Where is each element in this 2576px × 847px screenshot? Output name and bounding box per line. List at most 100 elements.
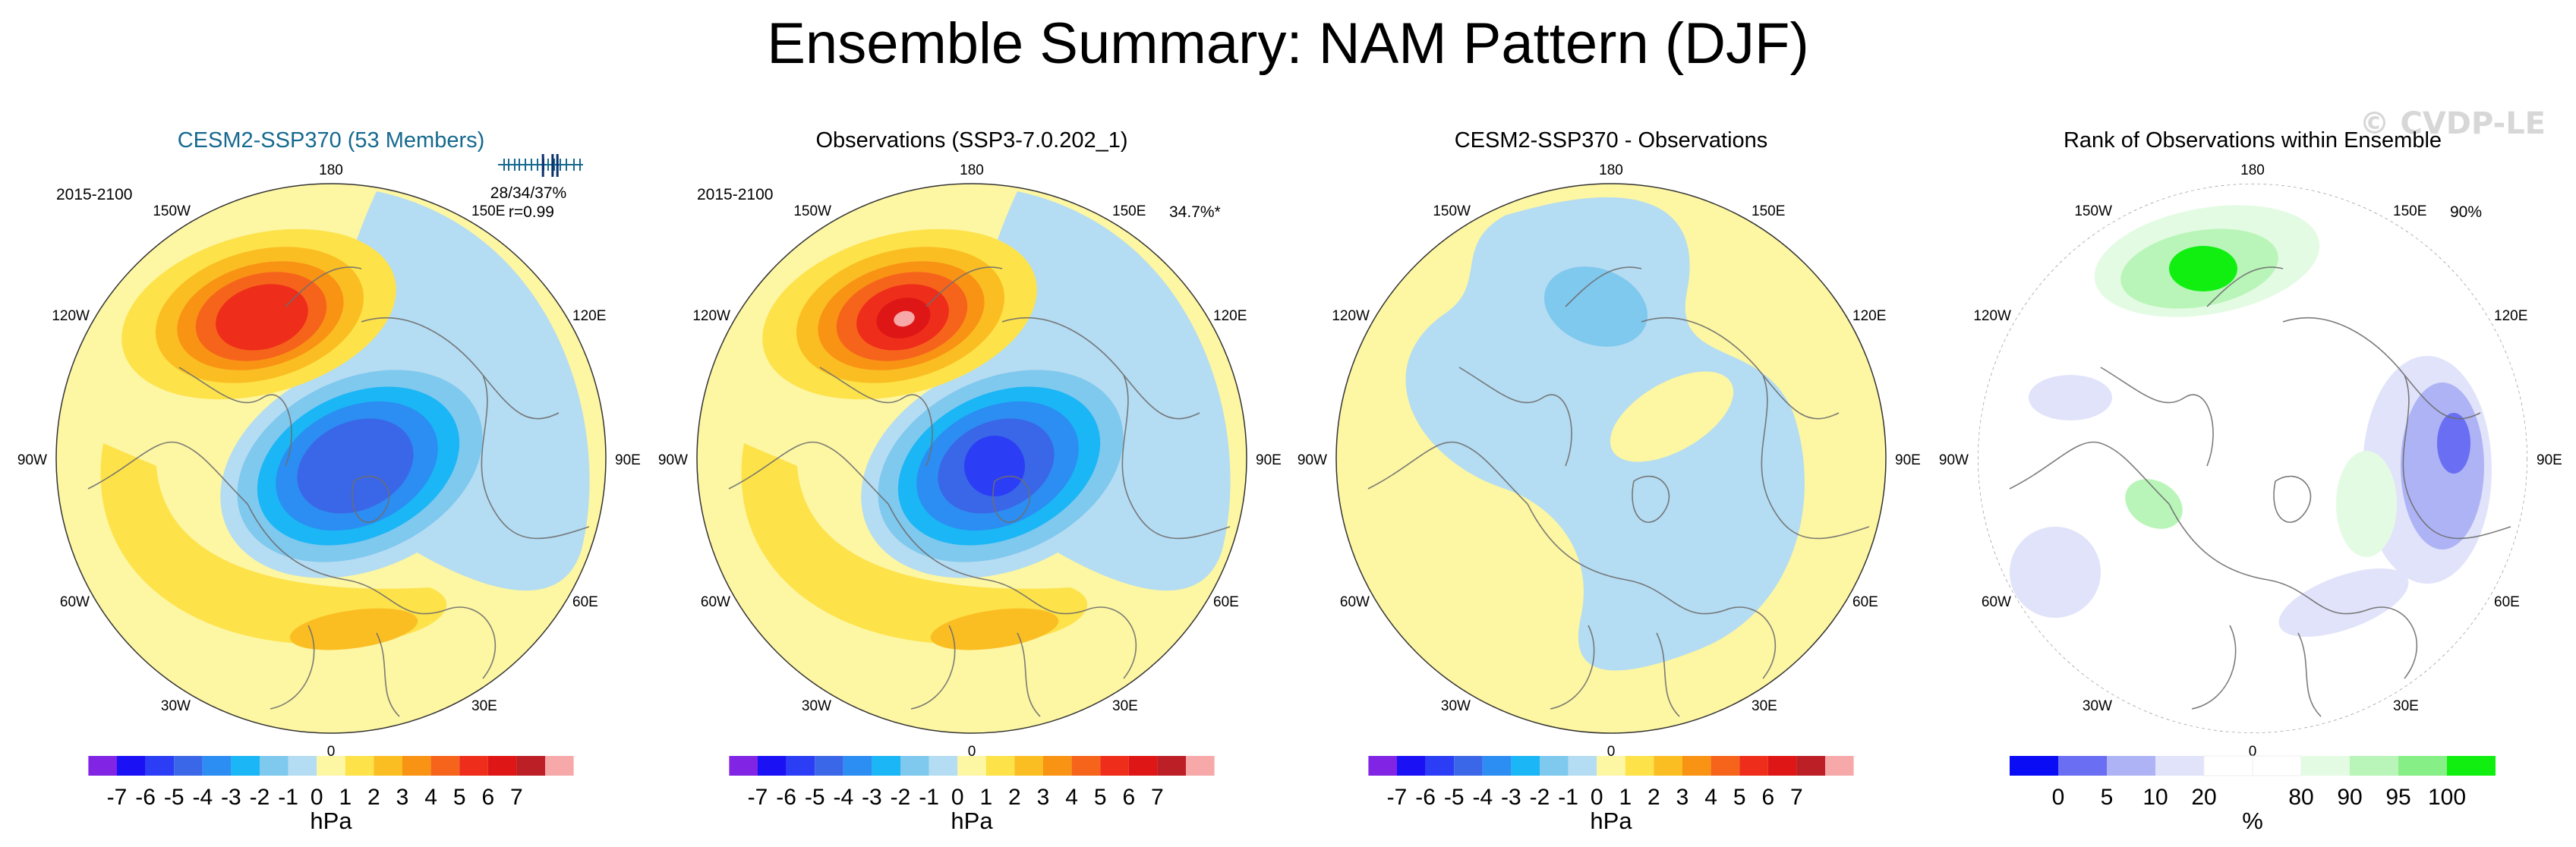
colorbar-tick-label: 100 — [2428, 785, 2466, 810]
colorbar-tick-label: -7 — [107, 785, 128, 810]
colorbar-swatch — [402, 756, 431, 776]
colorbar-swatch — [117, 756, 146, 776]
longitude-label-right: 90E — [615, 452, 641, 468]
coastline — [1632, 475, 1670, 523]
coastline — [2100, 367, 2214, 467]
coastline — [728, 441, 889, 505]
longitude-label-ll_outer: 60W — [1340, 594, 1370, 610]
coastline — [1121, 374, 1231, 540]
colorbar-tick-label: -7 — [748, 785, 768, 810]
coastline — [2297, 632, 2322, 717]
colorbar-swatch — [2447, 756, 2496, 776]
colorbar-swatch — [345, 756, 374, 776]
coastline — [87, 441, 248, 505]
longitude-label-lr_inner: 30E — [1751, 698, 1777, 714]
colorbar-tick-label: -4 — [192, 785, 213, 810]
longitude-label-left: 90W — [17, 452, 47, 468]
colorbar-tick-label: 2 — [1647, 785, 1660, 810]
coastline — [444, 606, 497, 679]
colorbar-tick-label: 1 — [979, 785, 992, 810]
longitude-label-lr_outer: 60E — [2494, 594, 2520, 610]
colorbar-swatch — [1540, 756, 1569, 776]
coastline — [2282, 317, 2481, 420]
coastline — [1641, 317, 1840, 420]
region-atlantic-high — [741, 443, 1088, 644]
longitude-label-bottom: 0 — [968, 744, 976, 760]
region-rank-low — [2010, 527, 2101, 618]
longitude-label-ur_outer: 150E — [471, 203, 505, 219]
colorbar-tick-label: -1 — [278, 785, 298, 810]
region-rank-high — [2336, 451, 2397, 557]
colorbar-swatch — [545, 756, 574, 776]
longitude-label-ul_outer: 150W — [2074, 203, 2112, 219]
colorbar-tick-label: 90 — [2337, 785, 2362, 810]
colorbar-swatch — [2301, 756, 2350, 776]
colorbar-tick-label: 6 — [1122, 785, 1135, 810]
colorbar-tick-label: -4 — [1472, 785, 1493, 810]
colorbar-swatch — [843, 756, 872, 776]
longitude-label-lr_inner: 30E — [471, 698, 497, 714]
figure-title: Ensemble Summary: NAM Pattern (DJF) — [767, 11, 1809, 76]
longitude-label-ur_inner: 120E — [572, 308, 606, 324]
longitude-label-ul_outer: 150W — [793, 203, 831, 219]
colorbar-swatch — [2252, 755, 2302, 776]
coastline — [247, 503, 446, 615]
region-rank-top — [2169, 246, 2237, 291]
colorbar-swatch — [1071, 756, 1101, 776]
longitude-label-right: 90E — [1895, 452, 1921, 468]
map-field — [1336, 184, 1886, 733]
colorbar-swatch — [2107, 756, 2155, 776]
coastline — [1458, 367, 1572, 467]
colorbar-swatch — [2010, 756, 2058, 776]
colorbar-swatch — [174, 756, 203, 776]
colorbar-tick-label: 2 — [367, 785, 380, 810]
longitude-label-bottom: 0 — [327, 744, 336, 760]
map-field — [1978, 184, 2527, 733]
colorbar-tick-label: 5 — [453, 785, 466, 810]
colorbar-tick-label: -5 — [164, 785, 184, 810]
colorbar-swatch — [317, 756, 345, 776]
region-mediterranean-high — [289, 608, 418, 650]
colorbar-swatch — [1625, 756, 1654, 776]
colorbar-swatch — [1711, 756, 1740, 776]
coastline — [1565, 266, 1642, 307]
coastline — [270, 625, 315, 710]
coastline — [992, 475, 1031, 523]
colorbar-swatch — [1454, 756, 1483, 776]
region-positive-difference — [1610, 371, 1734, 462]
colorbar-tick-label: 10 — [2142, 785, 2168, 810]
colorbar-tick-label: 0 — [1591, 785, 1603, 810]
colorbar-tick-label: 95 — [2385, 785, 2410, 810]
region-mediterranean-high — [930, 608, 1059, 650]
colorbar-tick-label: -2 — [1530, 785, 1550, 810]
coastline — [376, 632, 400, 717]
colorbar-swatch — [815, 756, 843, 776]
coastline — [285, 266, 362, 307]
colorbar-swatch — [1157, 756, 1186, 776]
coastline — [1761, 374, 1870, 540]
colorbar-swatch — [786, 756, 815, 776]
coastline — [1527, 503, 1726, 615]
longitude-label-right: 90E — [1256, 452, 1282, 468]
colorbar-tick-label: -2 — [250, 785, 270, 810]
coastline — [1001, 317, 1200, 420]
colorbar-swatch — [1014, 756, 1043, 776]
correlation-label: r=0.99 — [509, 203, 554, 221]
coastline — [1656, 632, 1680, 717]
region-rank-high — [2125, 479, 2183, 529]
longitude-label-ur_inner: 120E — [2494, 308, 2527, 324]
colorbar-tick-label: 5 — [1733, 785, 1746, 810]
colorbar-tick-label: 4 — [1704, 785, 1717, 810]
longitude-label-lr_outer: 60E — [1852, 594, 1878, 610]
coastline — [2009, 441, 2170, 505]
coastline — [819, 367, 933, 467]
region-rank-lowest — [2437, 413, 2470, 474]
colorbar-swatch — [758, 756, 787, 776]
colorbar-tick-label: -3 — [862, 785, 882, 810]
colorbar-swatch — [1767, 756, 1797, 776]
colorbar-tick-label: -6 — [135, 785, 156, 810]
colorbar-tick-label: 2 — [1008, 785, 1021, 810]
map-border — [696, 183, 1247, 734]
panel-title: Rank of Observations within Ensemble — [2064, 128, 2442, 153]
longitude-label-ll_outer: 60W — [1982, 594, 2011, 610]
